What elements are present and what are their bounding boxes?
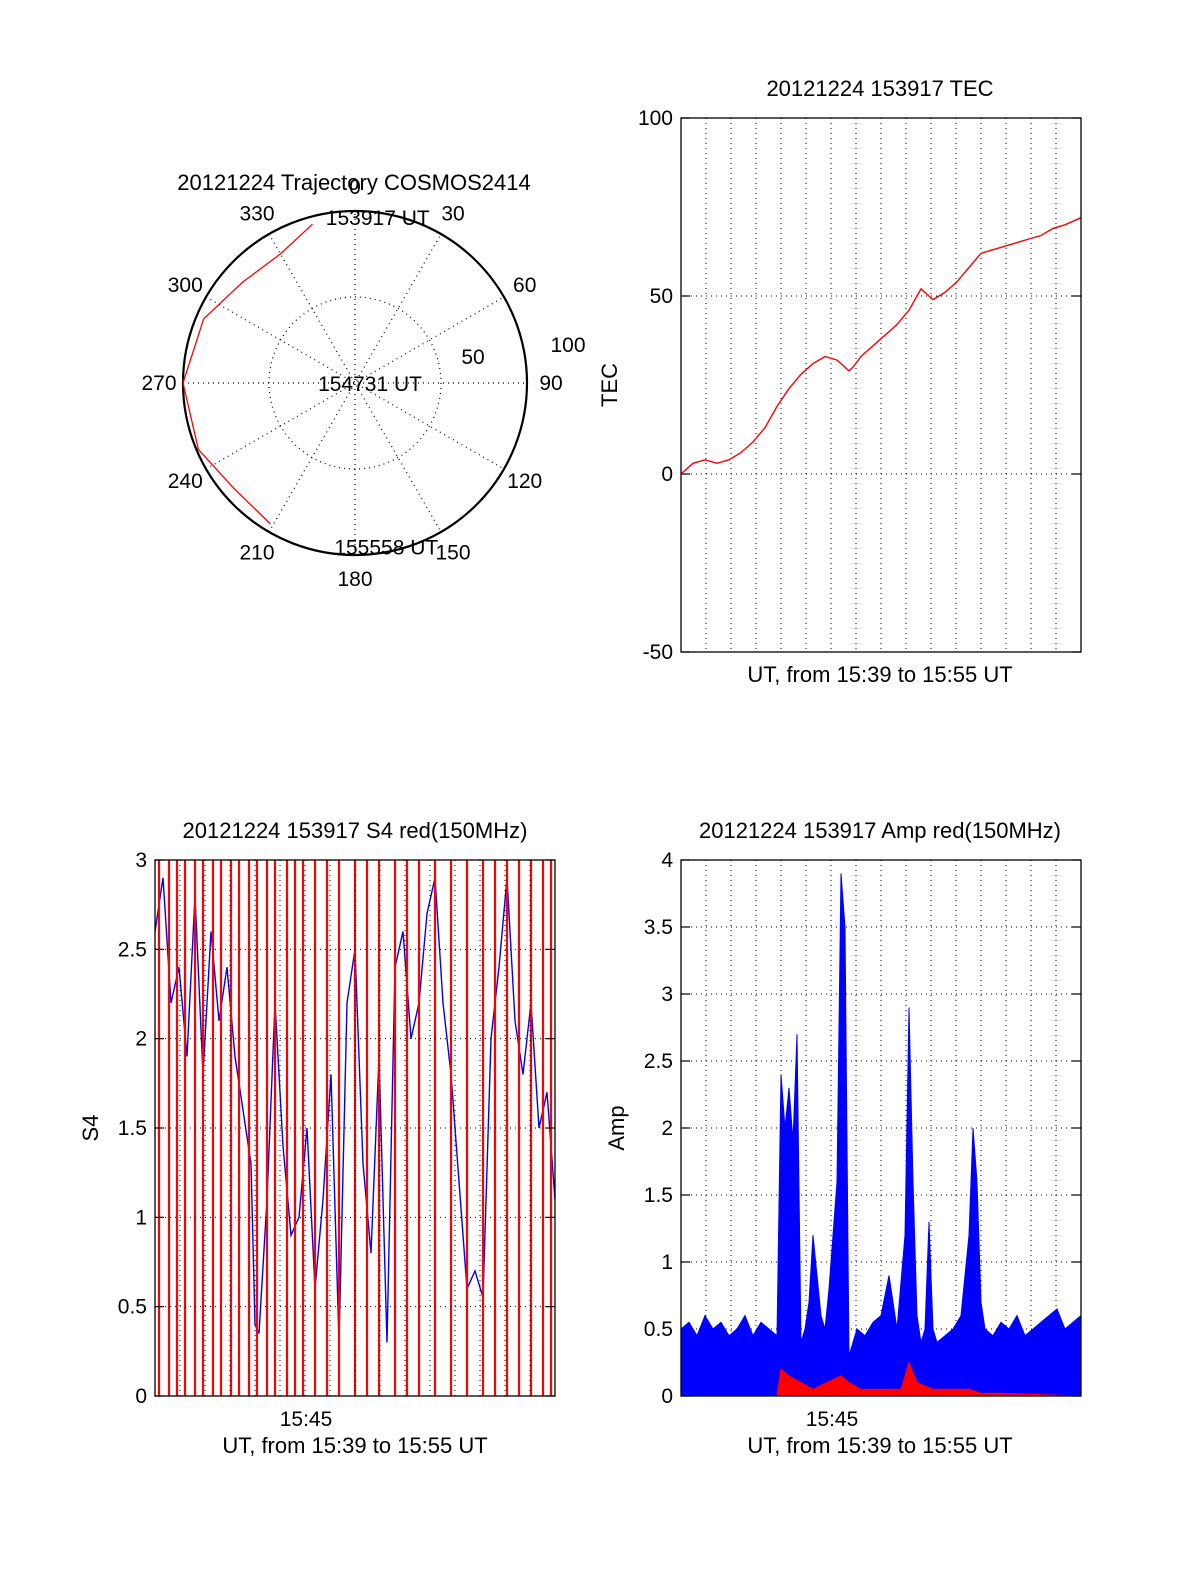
amp-y-tick-label: 1 xyxy=(661,1251,673,1274)
polar-azimuth-label: 330 xyxy=(239,202,274,225)
amp-y-tick-label: 0 xyxy=(661,1385,673,1408)
tec-grid xyxy=(681,117,1081,653)
tec-title: 20121224 153917 TEC xyxy=(766,76,993,101)
s4-y-tick-label: 0.5 xyxy=(118,1296,147,1319)
s4-y-tick-labels: 0 0.5 1 1.5 2 2.5 3 xyxy=(118,849,147,1408)
s4-y-tick-label: 2.5 xyxy=(118,938,147,961)
polar-azimuth-label: 180 xyxy=(337,568,372,591)
amp-plot-frame xyxy=(680,859,1082,1397)
trajectory-line xyxy=(182,223,313,525)
tec-y-axis-label: TEC xyxy=(597,363,622,407)
s4-title: 20121224 153917 S4 red(150MHz) xyxy=(183,818,528,843)
trajectory-time-label: 153917 UT xyxy=(326,207,430,230)
polar-azimuth-label: 270 xyxy=(141,372,176,395)
amp-series xyxy=(680,873,1082,1397)
polar-azimuth-label: 90 xyxy=(539,372,562,395)
polar-azimuth-label: 60 xyxy=(513,274,536,297)
amp-title: 20121224 153917 Amp red(150MHz) xyxy=(699,818,1061,843)
trajectory-time-label: 154731 UT xyxy=(318,373,422,396)
s4-series-line xyxy=(154,877,556,1343)
polar-azimuth-label: 120 xyxy=(507,470,542,493)
amp-y-tick-label: 2 xyxy=(661,1117,673,1140)
polar-azimuth-labels: 0 30 60 90 120 150 180 210 240 270 300 330 xyxy=(141,176,562,591)
s4-x-tick-labels: 15:45 xyxy=(280,1408,333,1431)
tec-y-tick-label: 100 xyxy=(638,107,673,130)
s4-y-tick-label: 1 xyxy=(135,1206,147,1229)
amp-x-tick-labels: 15:45 xyxy=(806,1408,859,1431)
polar-inner-ring xyxy=(268,296,442,470)
s4-plot-frame xyxy=(154,859,556,1397)
tec-x-axis-label: UT, from 15:39 to 15:55 UT xyxy=(747,662,1012,687)
trajectory-annotations: 153917 UT 154731 UT 155558 UT xyxy=(318,207,438,560)
s4-x-tick-label: 15:45 xyxy=(280,1408,333,1431)
polar-azimuth-label: 300 xyxy=(168,274,203,297)
tec-y-tick-label: 50 xyxy=(650,285,673,308)
s4-y-tick-label: 1.5 xyxy=(118,1117,147,1140)
polar-azimuth-label: 240 xyxy=(168,470,203,493)
s4-panel: 20121224 153917 S4 red(150MHz) 0 0.5 1 1.5 2… xyxy=(78,818,556,1458)
amp-y-tick-labels: 0 0.5 1 1.5 2 2.5 3 3.5 4 xyxy=(644,849,674,1408)
polar-azimuth-label: 0 xyxy=(349,176,361,199)
trajectory-series xyxy=(182,223,313,525)
amp-y-tick-label: 3.5 xyxy=(644,916,673,939)
s4-y-tick-label: 2 xyxy=(135,1028,147,1051)
trajectory-title: 20121224 Trajectory COSMOS2414 xyxy=(177,170,530,195)
amp-series-area xyxy=(681,1360,1082,1397)
tec-series xyxy=(680,217,1082,475)
amp-y-tick-label: 1.5 xyxy=(644,1184,673,1207)
amp-x-tick-label: 15:45 xyxy=(806,1408,859,1431)
polar-radial-labels: 50 100 xyxy=(461,334,585,369)
polar-radial-label: 100 xyxy=(550,334,585,357)
s4-y-tick-label: 3 xyxy=(135,849,147,872)
polar-azimuth-label: 30 xyxy=(441,202,464,225)
amp-y-tick-label: 2.5 xyxy=(644,1050,673,1073)
tec-plot-frame xyxy=(680,117,1082,653)
s4-x-axis-label: UT, from 15:39 to 15:55 UT xyxy=(222,1433,487,1458)
polar-azimuth-label: 210 xyxy=(239,542,274,565)
polar-azimuth-label: 150 xyxy=(435,542,470,565)
amp-y-axis-label: Amp xyxy=(604,1105,629,1150)
polar-radial-label: 50 xyxy=(461,346,484,369)
trajectory-panel: 20121224 Trajectory COSMOS2414 0 30 60 90 12… xyxy=(141,170,585,591)
tec-series-line xyxy=(680,217,1082,475)
tec-panel: 20121224 153917 TEC -50 0 50 100 UT, from 1… xyxy=(597,76,1082,687)
amp-series-area xyxy=(680,873,1082,1397)
tec-y-tick-label: 0 xyxy=(661,463,673,486)
s4-y-axis-label: S4 xyxy=(78,1115,103,1142)
trajectory-time-label: 155558 UT xyxy=(334,537,438,560)
tec-y-tick-label: -50 xyxy=(643,641,673,664)
amp-y-tick-label: 0.5 xyxy=(644,1318,673,1341)
tec-y-tick-labels: -50 0 50 100 xyxy=(638,107,673,664)
s4-y-tick-label: 0 xyxy=(135,1385,147,1408)
amp-panel: 20121224 153917 Amp red(150MHz) 0 0.5 1 1.5… xyxy=(604,818,1082,1458)
amp-x-axis-label: UT, from 15:39 to 15:55 UT xyxy=(747,1433,1012,1458)
amp-y-tick-label: 4 xyxy=(661,849,673,872)
amp-y-tick-label: 3 xyxy=(661,983,673,1006)
